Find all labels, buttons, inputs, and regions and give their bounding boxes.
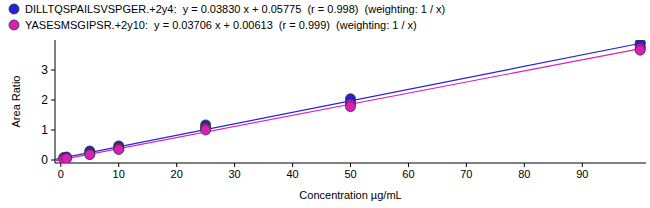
x-tick-label: 50 — [344, 168, 356, 180]
chart: 0 10 20 30 40 50 60 70 80 90 0 1 2 3 Concentration µg/… — [0, 0, 650, 208]
point — [114, 144, 124, 154]
x-tick — [582, 163, 583, 167]
y-tick — [51, 160, 55, 161]
x-tick — [350, 163, 351, 167]
x-tick-label: 80 — [518, 168, 530, 180]
fit-line — [55, 48, 646, 161]
y-tick — [51, 100, 55, 101]
x-tick — [292, 163, 293, 167]
x-tick — [524, 163, 525, 167]
y-axis — [55, 40, 56, 163]
point — [635, 45, 645, 55]
legend: DILLTQSPAILSVSPGER.+2y4: y = 0.03830 x +… — [9, 3, 445, 31]
point — [62, 154, 72, 164]
y-axis-title: Area Ratio — [10, 76, 22, 128]
x-tick-label: 40 — [286, 168, 298, 180]
x-tick — [466, 163, 467, 167]
point — [85, 149, 95, 159]
y-tick-label: 2 — [41, 93, 48, 107]
legend-marker — [9, 20, 19, 30]
y-tick — [51, 130, 55, 131]
y-tick — [51, 70, 55, 71]
fit-line — [55, 42, 646, 159]
legend-marker — [9, 4, 19, 14]
x-tick-label: 30 — [228, 168, 240, 180]
point — [201, 125, 211, 135]
point — [85, 150, 95, 160]
legend-label: DILLTQSPAILSVSPGER.+2y4: y = 0.03830 x +… — [25, 3, 445, 15]
y-tick-label: 3 — [41, 63, 48, 77]
x-tick-label: 20 — [171, 168, 183, 180]
x-tick-label: 10 — [113, 168, 125, 180]
x-tick-label: 90 — [576, 168, 588, 180]
x-tick — [118, 163, 119, 167]
point — [114, 145, 124, 155]
x-tick-label: 0 — [58, 168, 64, 180]
legend-label: YASESMSGIPSR.+2y10: y = 0.03706 x + 0.00… — [25, 19, 417, 31]
x-tick-label: 60 — [402, 168, 414, 180]
y-tick-label: 1 — [41, 123, 48, 137]
y-tick-label: 0 — [41, 153, 48, 167]
x-tick — [176, 163, 177, 167]
point — [346, 102, 356, 112]
x-tick — [408, 163, 409, 167]
x-axis-title: Concentration µg/mL — [299, 189, 401, 201]
x-tick — [60, 163, 61, 167]
x-tick-label: 70 — [460, 168, 472, 180]
plot-area — [55, 40, 646, 163]
x-tick — [234, 163, 235, 167]
